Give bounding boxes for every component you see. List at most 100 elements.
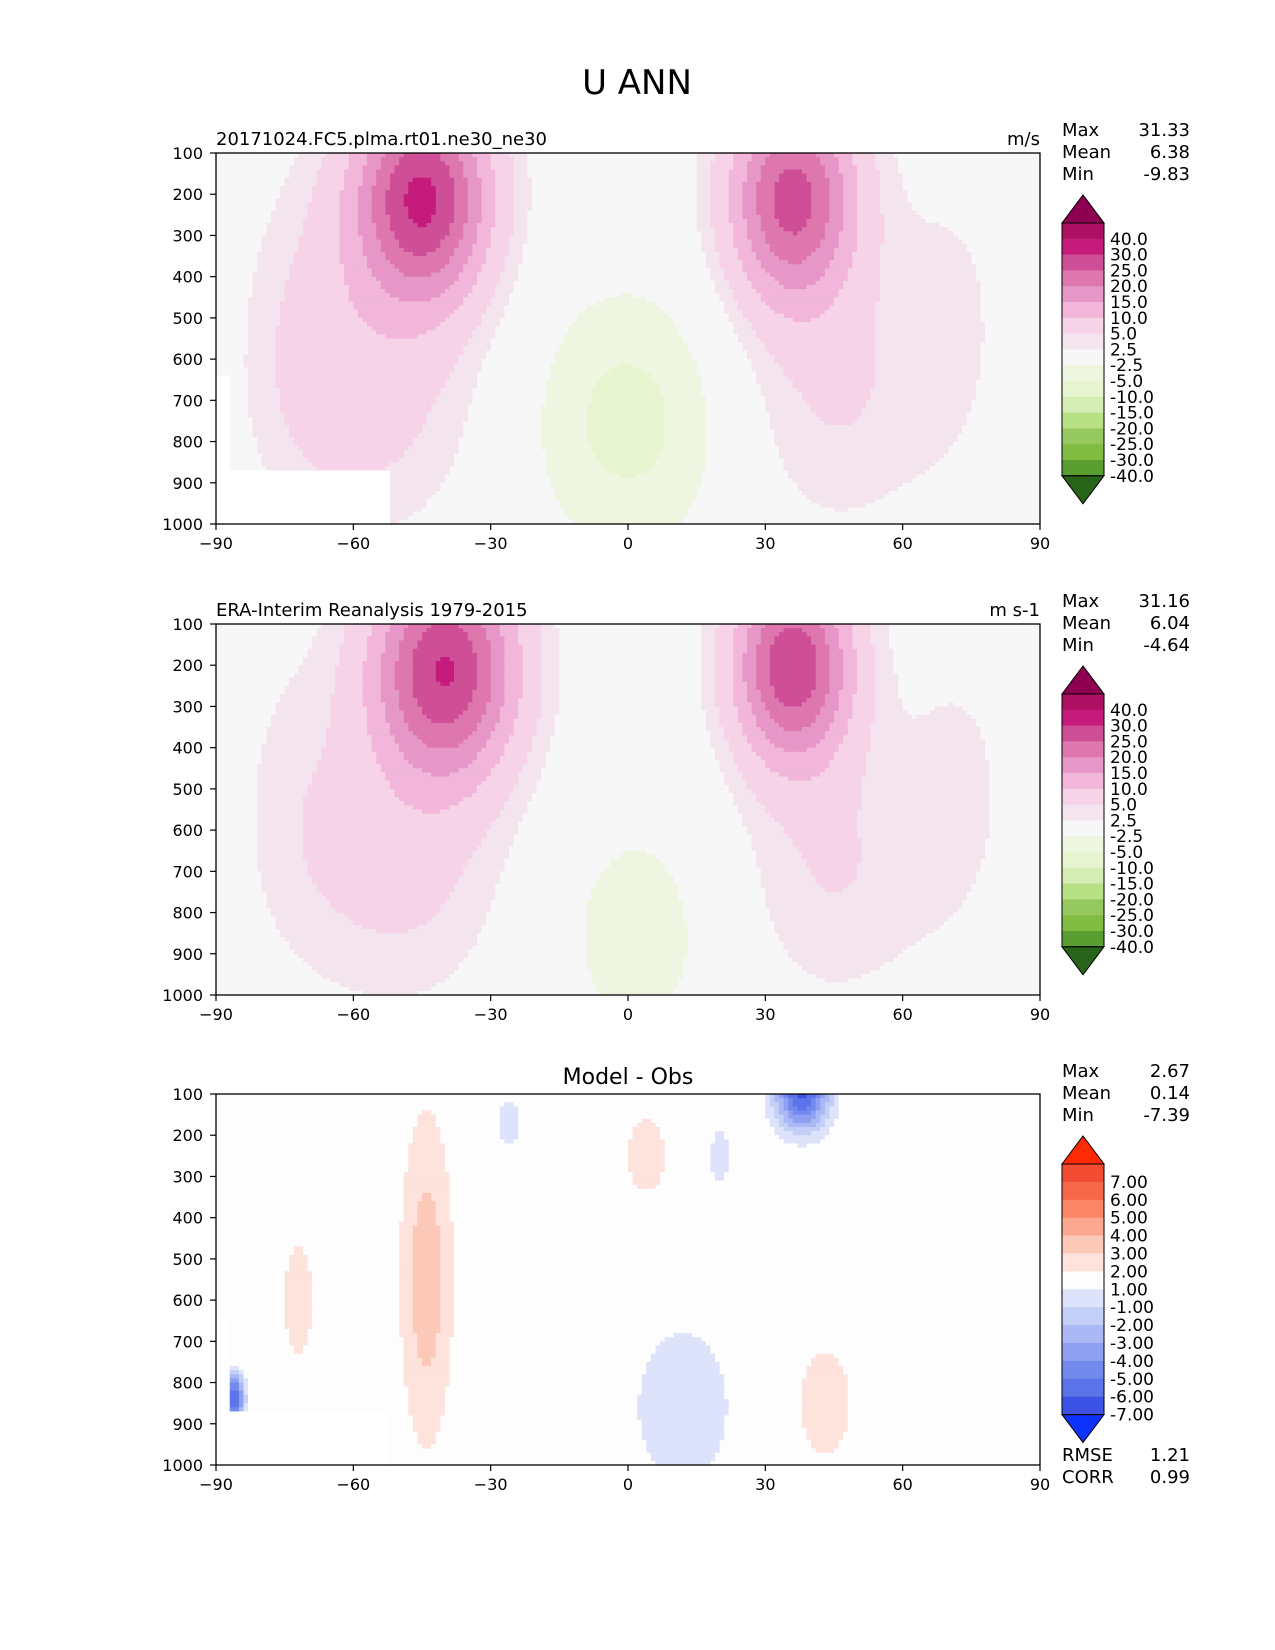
field-cell — [454, 1246, 1041, 1252]
field-cell — [861, 850, 986, 856]
field-cell — [435, 1341, 451, 1347]
field-cell — [417, 1213, 437, 1219]
field-cell — [559, 661, 702, 666]
y-tick-label: 600 — [172, 350, 203, 369]
field-cell — [801, 169, 826, 175]
x-tick-label: 90 — [1030, 1475, 1050, 1494]
field-cell — [449, 681, 478, 687]
field-cell — [389, 470, 451, 476]
field-cell — [714, 632, 734, 637]
field-cell — [476, 379, 547, 385]
field-cell — [714, 1353, 817, 1359]
field-cell — [440, 1135, 501, 1140]
field-cell — [879, 202, 913, 208]
field-cell — [856, 190, 881, 195]
field-cell — [431, 916, 487, 922]
field-cell — [843, 669, 858, 675]
field-cell — [545, 462, 602, 467]
field-cell — [216, 656, 304, 662]
field-cell — [724, 735, 748, 741]
field-cell — [289, 268, 345, 274]
field-cell — [385, 772, 432, 778]
field-cell — [531, 206, 698, 212]
field-cell — [875, 681, 899, 687]
field-cell — [985, 322, 1041, 327]
field-cell — [595, 986, 675, 992]
field-cell — [705, 718, 721, 724]
field-cell — [710, 169, 730, 175]
field-cell — [879, 194, 908, 199]
field-cell — [783, 1098, 789, 1103]
field-cell — [216, 462, 231, 467]
field-cell — [843, 652, 858, 658]
field-cell — [216, 276, 254, 282]
field-cell — [815, 685, 831, 691]
field-cell — [435, 185, 455, 191]
field-cell — [257, 260, 295, 265]
field-cell — [527, 223, 698, 228]
field-cell — [742, 821, 780, 827]
field-cell — [742, 185, 757, 191]
field-cell — [765, 624, 821, 629]
field-cell — [216, 1308, 286, 1314]
field-cell — [403, 1201, 419, 1206]
field-cell — [518, 1126, 634, 1132]
field-cell — [701, 392, 762, 397]
field-cell — [628, 1139, 666, 1145]
field-cell — [216, 408, 231, 414]
field-cell — [229, 1345, 295, 1351]
field-cell — [252, 293, 286, 298]
field-cell — [385, 644, 400, 650]
field-cell — [449, 260, 469, 265]
field-cell — [728, 206, 744, 212]
field-cell — [449, 1172, 634, 1178]
field-cell — [302, 218, 341, 224]
field-cell — [312, 1271, 400, 1276]
field-cell — [879, 185, 904, 191]
field-cell — [710, 173, 730, 179]
field-cell — [472, 334, 496, 340]
field-cell — [216, 1147, 409, 1153]
field-cell — [870, 632, 890, 637]
field-cell — [302, 834, 487, 839]
field-cell — [216, 879, 263, 885]
stat-value: 6.04 — [1150, 613, 1190, 634]
field-cell — [444, 1411, 638, 1417]
field-cell — [985, 338, 1041, 344]
field-cell — [701, 681, 716, 687]
field-cell — [843, 198, 858, 204]
field-cell — [733, 161, 748, 166]
field-cell — [472, 760, 501, 765]
field-cell — [701, 694, 716, 699]
field-cell — [756, 665, 771, 670]
field-cell — [412, 1225, 441, 1231]
field-cell — [980, 350, 1041, 356]
field-cell — [971, 887, 1041, 893]
field-cell — [714, 243, 734, 249]
field-cell — [312, 1324, 400, 1330]
field-cell — [216, 396, 231, 401]
field-cell — [728, 1168, 1041, 1173]
field-cell — [545, 470, 611, 476]
field-cell — [838, 694, 853, 699]
field-cell — [275, 702, 332, 708]
field-cell — [760, 636, 776, 642]
field-cell — [307, 858, 469, 864]
field-cell — [724, 1432, 808, 1437]
field-cell — [454, 1258, 1041, 1264]
field-cell — [467, 632, 487, 637]
field-cell — [696, 218, 711, 224]
field-cell — [756, 751, 835, 757]
field-cell — [550, 482, 702, 488]
field-cell — [298, 239, 341, 245]
x-tick-label: −60 — [336, 1475, 370, 1494]
field-cell — [435, 1213, 451, 1219]
field-cell — [728, 739, 748, 745]
field-cell — [989, 801, 1041, 806]
field-cell — [536, 784, 730, 790]
stat-label: Mean — [1062, 613, 1111, 634]
field-cell — [357, 206, 373, 212]
field-cell — [248, 350, 277, 356]
field-cell — [216, 714, 272, 720]
field-cell — [980, 359, 1041, 364]
